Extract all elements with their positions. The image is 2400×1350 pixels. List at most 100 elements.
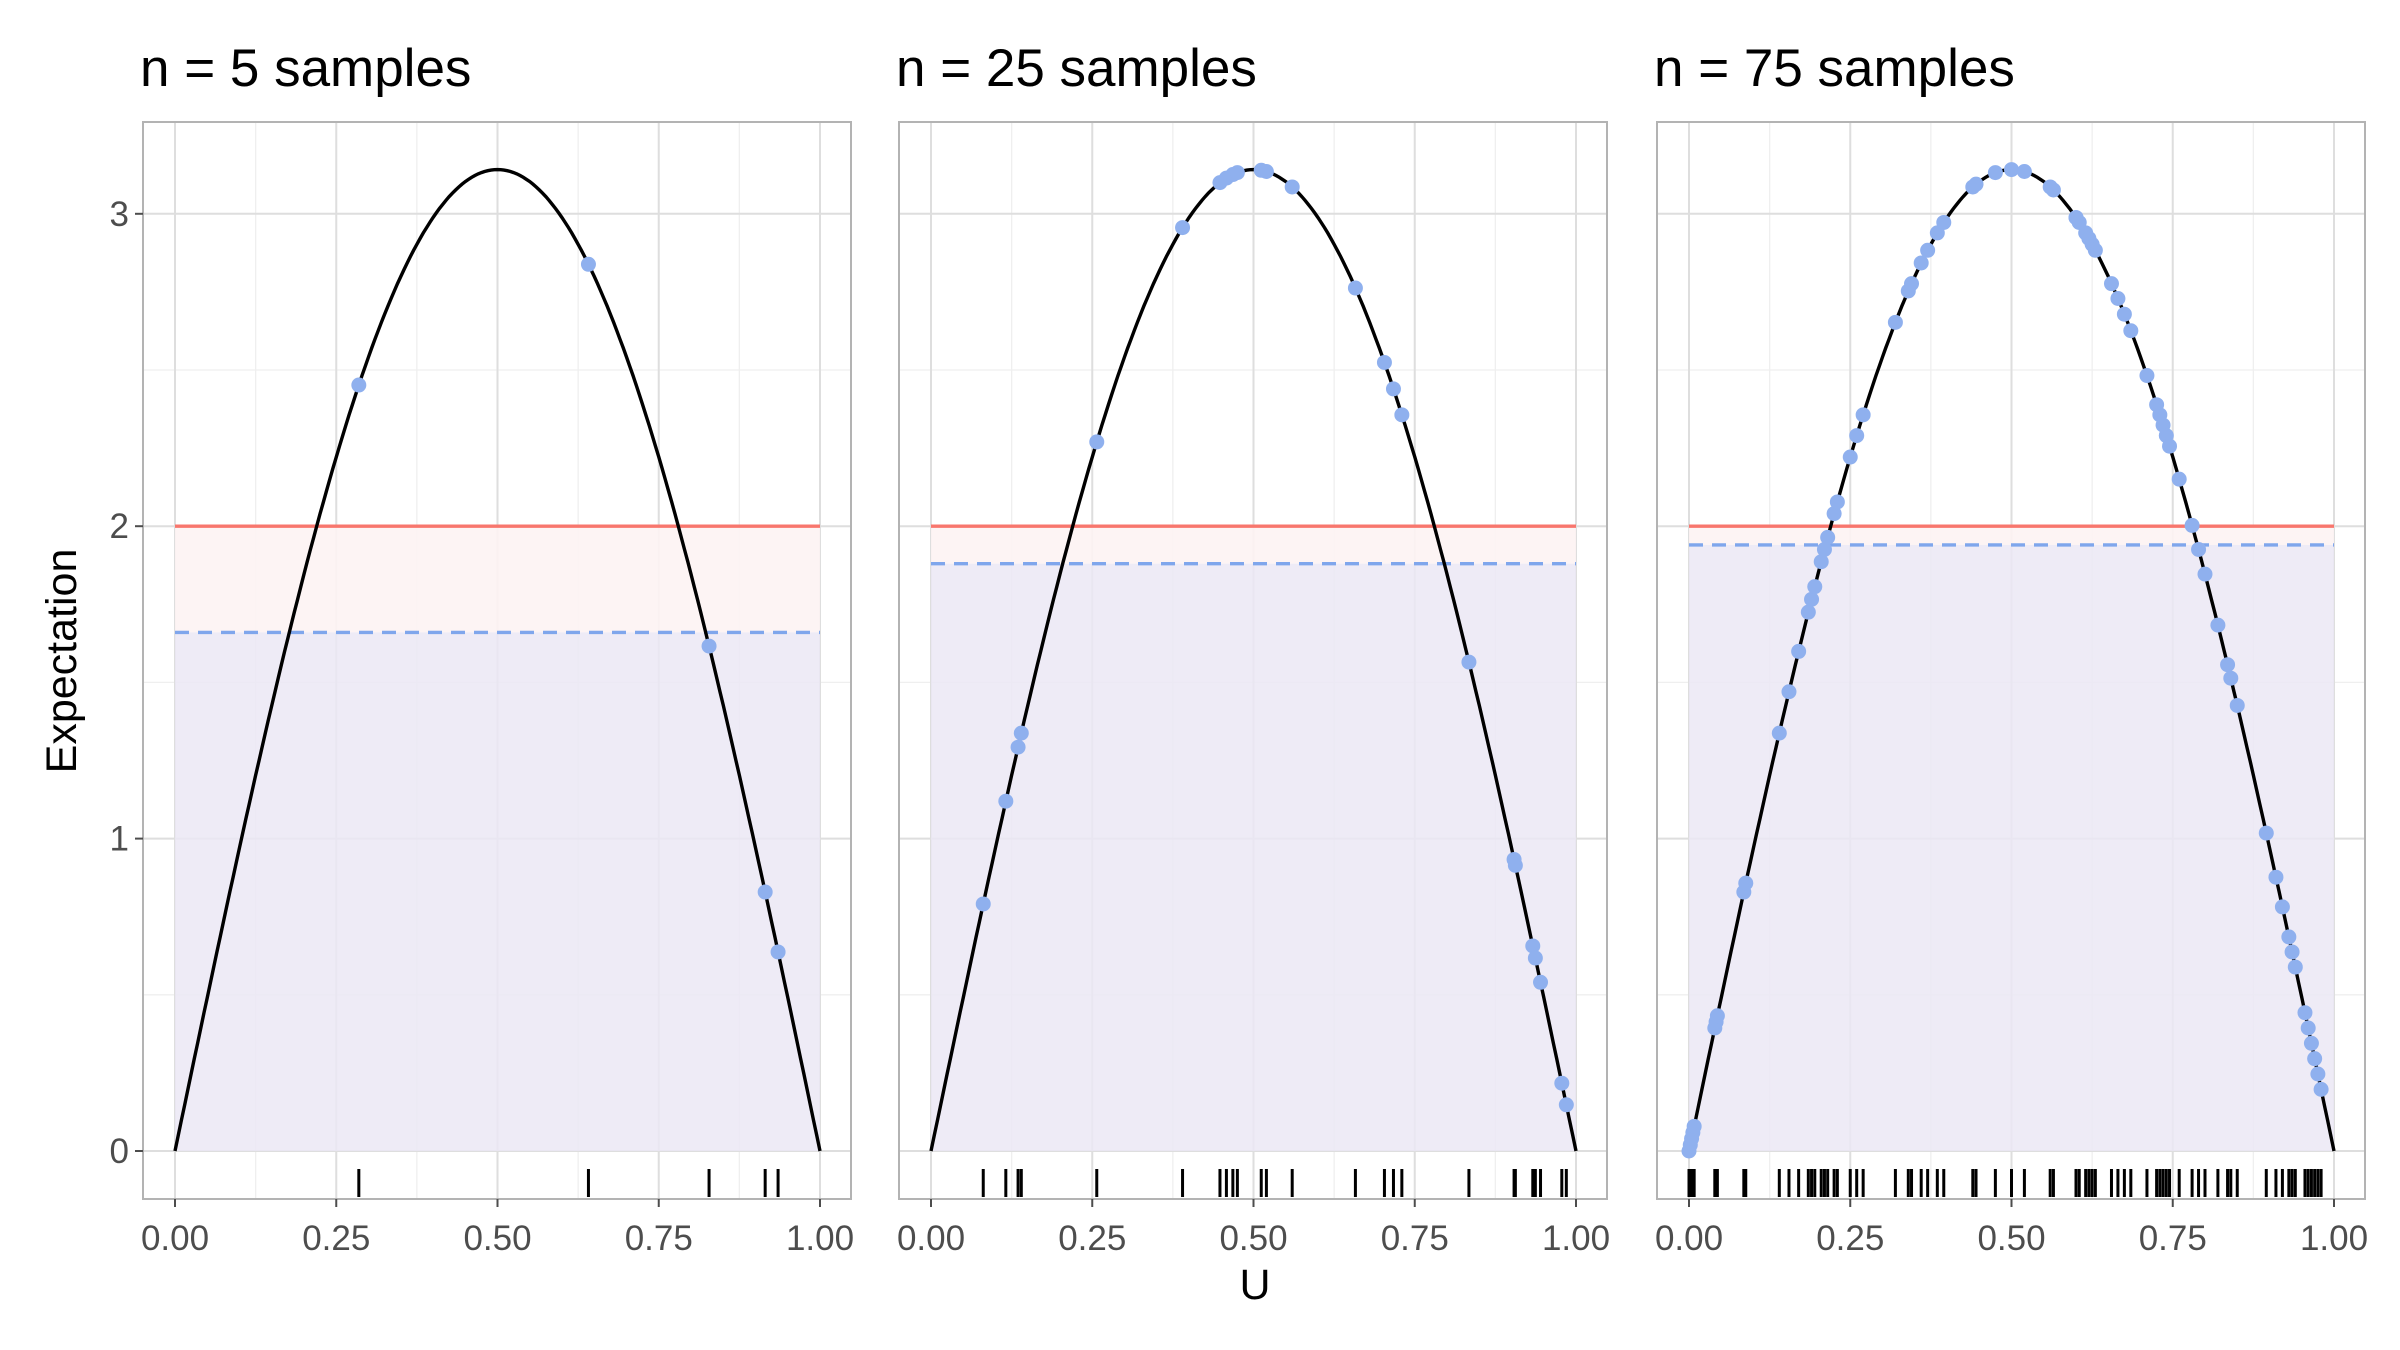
sample-point — [351, 377, 367, 393]
x-tick-label: 1.00 — [786, 1219, 854, 1258]
sample-point — [1229, 165, 1245, 181]
sample-point — [757, 884, 773, 900]
x-tick-label: 0.75 — [1381, 1219, 1449, 1258]
estimate-area — [1689, 544, 2334, 1151]
sample-point — [2229, 697, 2245, 713]
sample-point — [1816, 541, 1832, 557]
gap-band — [175, 526, 820, 633]
sample-point — [1968, 176, 1984, 192]
x-tick-label: 0.25 — [302, 1219, 370, 1258]
x-tick-label: 0.50 — [463, 1219, 531, 1258]
sample-point — [1347, 280, 1363, 296]
sample-point — [2184, 517, 2200, 533]
sample-point — [2274, 899, 2290, 915]
sample-point — [998, 793, 1014, 809]
estimate-area — [175, 632, 820, 1151]
sample-point — [1887, 314, 1903, 330]
sample-point — [1527, 950, 1543, 966]
sample-point — [1385, 381, 1401, 397]
panel-3: n = 75 samples 0.00 0.25 0.50 0.75 1.00 — [1654, 39, 2368, 1258]
sample-point — [770, 944, 786, 960]
sample-point — [1855, 407, 1871, 423]
x-tick-label: 1.00 — [2300, 1219, 2368, 1258]
sample-point — [1920, 242, 1936, 258]
sample-point — [2303, 1035, 2319, 1051]
sample-point — [2297, 1005, 2313, 1021]
x-tick-label: 0.00 — [141, 1219, 209, 1258]
panel-2: n = 25 samples 0.00 0.25 0.50 0.75 1.00 — [896, 39, 1610, 1258]
sample-point — [2223, 670, 2239, 686]
sample-point — [2307, 1051, 2323, 1067]
sample-point — [1507, 857, 1523, 873]
sample-point — [1781, 684, 1797, 700]
sample-point — [1258, 164, 1274, 180]
y-tick-label: 2 — [110, 507, 129, 546]
estimate-area — [931, 563, 1576, 1151]
sample-point — [2139, 368, 2155, 384]
sample-point — [1738, 875, 1754, 891]
sample-point — [2287, 959, 2303, 975]
sample-point — [1913, 255, 1929, 271]
sample-point — [2210, 617, 2226, 633]
sample-point — [1533, 974, 1549, 990]
sample-point — [1807, 579, 1823, 595]
x-axis-title: U — [1239, 1261, 1270, 1309]
sample-point — [1284, 179, 1300, 195]
sample-point — [2110, 290, 2126, 306]
sample-point — [2103, 276, 2119, 292]
sample-point — [1904, 276, 1920, 292]
sample-point — [1987, 165, 2003, 181]
function-curve — [173, 167, 822, 1152]
sample-point — [975, 896, 991, 912]
sample-point — [1686, 1118, 1702, 1134]
sample-point — [2197, 566, 2213, 582]
sample-point — [2116, 306, 2132, 322]
sample-point — [2313, 1081, 2329, 1097]
sample-point — [1394, 407, 1410, 423]
sample-point — [1554, 1075, 1570, 1091]
sample-point — [2281, 929, 2297, 945]
x-tick-label: 0.50 — [1219, 1219, 1287, 1258]
sample-point — [1709, 1008, 1725, 1024]
sample-point — [2284, 944, 2300, 960]
sample-point — [2004, 162, 2019, 178]
x-tick-label: 0.00 — [1655, 1219, 1723, 1258]
panel-title: n = 75 samples — [1654, 39, 2015, 98]
y-tick-label: 3 — [110, 195, 129, 234]
x-tick-label: 0.25 — [1058, 1219, 1126, 1258]
gap-band — [1689, 526, 2334, 545]
sample-point — [1175, 220, 1191, 236]
sample-point — [2300, 1020, 2316, 1036]
x-tick-label: 0.75 — [625, 1219, 693, 1258]
panel-title: n = 25 samples — [896, 39, 1257, 98]
sample-point — [1849, 428, 1865, 444]
sample-point — [1826, 506, 1842, 522]
sample-point — [1461, 654, 1477, 670]
sample-point — [1804, 591, 1820, 607]
sample-point — [1376, 354, 1392, 370]
y-axis-title: Expectation — [38, 549, 86, 774]
sample-point — [2310, 1066, 2326, 1082]
sample-point — [2045, 182, 2061, 198]
sample-point — [1558, 1097, 1574, 1113]
sample-point — [1813, 554, 1829, 570]
sample-point — [2220, 657, 2236, 673]
sample-point — [1525, 938, 1541, 954]
sample-point — [580, 256, 596, 272]
sample-point — [1800, 604, 1816, 620]
sample-point — [1829, 494, 1845, 510]
sample-point — [1010, 739, 1026, 755]
sample-point — [1791, 643, 1807, 659]
sample-point — [1089, 434, 1105, 450]
sample-point — [2268, 869, 2284, 885]
panel-1: n = 5 samples 0.00 0.25 0.50 0.75 1.00 0 1 2 3 — [110, 39, 855, 1258]
sample-point — [1771, 725, 1787, 741]
x-tick-label: 0.25 — [1816, 1219, 1884, 1258]
sample-point — [2123, 323, 2139, 339]
x-tick-label: 1.00 — [1542, 1219, 1610, 1258]
sample-point — [2191, 541, 2207, 557]
sample-point — [2162, 438, 2178, 454]
y-tick-label: 1 — [110, 820, 129, 859]
